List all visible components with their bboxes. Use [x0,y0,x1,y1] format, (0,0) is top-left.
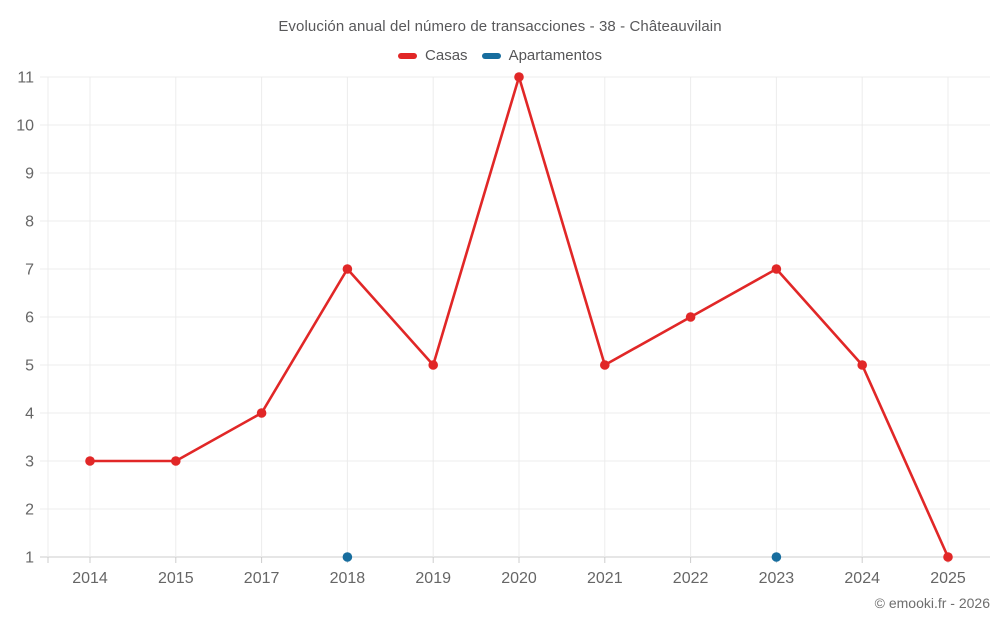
casas-point-2015[interactable] [171,456,181,466]
casas-series-swatch-icon [398,52,418,59]
casas-point-2021[interactable] [600,360,610,370]
y-axis-tick-label: 6 [25,310,34,327]
legend-label-casas: Casas [425,47,468,64]
x-axis-tick-label: 2025 [930,570,966,587]
y-axis-tick-label: 7 [25,262,34,279]
casas-point-2019[interactable] [428,360,439,370]
x-axis-tick-label: 2021 [587,570,623,587]
apartamentos-point-2018[interactable] [342,552,353,562]
casas-point-2020[interactable] [514,72,524,82]
x-axis-tick-label: 2020 [501,570,537,587]
x-axis-tick-label: 2024 [844,570,880,587]
legend: Casas Apartamentos [0,47,1000,64]
casas-point-2014[interactable] [85,456,95,466]
legend-item-casas[interactable]: Casas [398,47,468,64]
x-axis-tick-label: 2014 [72,570,108,587]
casas-point-2024[interactable] [857,360,867,370]
x-axis-tick-label: 2015 [158,570,194,587]
legend-item-apartamentos[interactable]: Apartamentos [481,47,602,64]
y-axis-tick-label: 5 [25,358,34,375]
y-axis-tick-label: 4 [25,406,34,423]
x-axis-tick-label: 2019 [415,570,451,587]
chart-title: Evolución anual del número de transaccio… [278,18,722,35]
casas-point-2025[interactable] [943,552,953,562]
casas-point-2018[interactable] [342,264,353,274]
apartamentos-series-swatch-icon [481,52,501,59]
y-axis-tick-label: 8 [25,214,34,231]
apartamentos-point-2023[interactable] [771,552,782,562]
x-axis-tick-label: 2018 [330,570,366,587]
legend-label-apartamentos: Apartamentos [508,47,602,64]
y-axis-tick-label: 10 [16,118,34,135]
casas-point-2017[interactable] [256,408,267,418]
y-axis-tick-label: 1 [25,550,34,567]
x-axis-tick-label: 2017 [244,570,280,587]
copyright-text: © emooki.fr - 2026 [874,595,990,611]
y-axis-tick-label: 9 [25,166,34,183]
x-axis-tick-label: 2023 [759,570,795,587]
x-axis-tick-label: 2022 [673,570,709,587]
y-axis-tick-label: 3 [25,454,34,471]
y-axis-tick-label: 11 [17,70,34,87]
casas-point-2022[interactable] [685,312,696,322]
casas-point-2023[interactable] [771,264,782,274]
y-axis-tick-label: 2 [25,502,34,519]
